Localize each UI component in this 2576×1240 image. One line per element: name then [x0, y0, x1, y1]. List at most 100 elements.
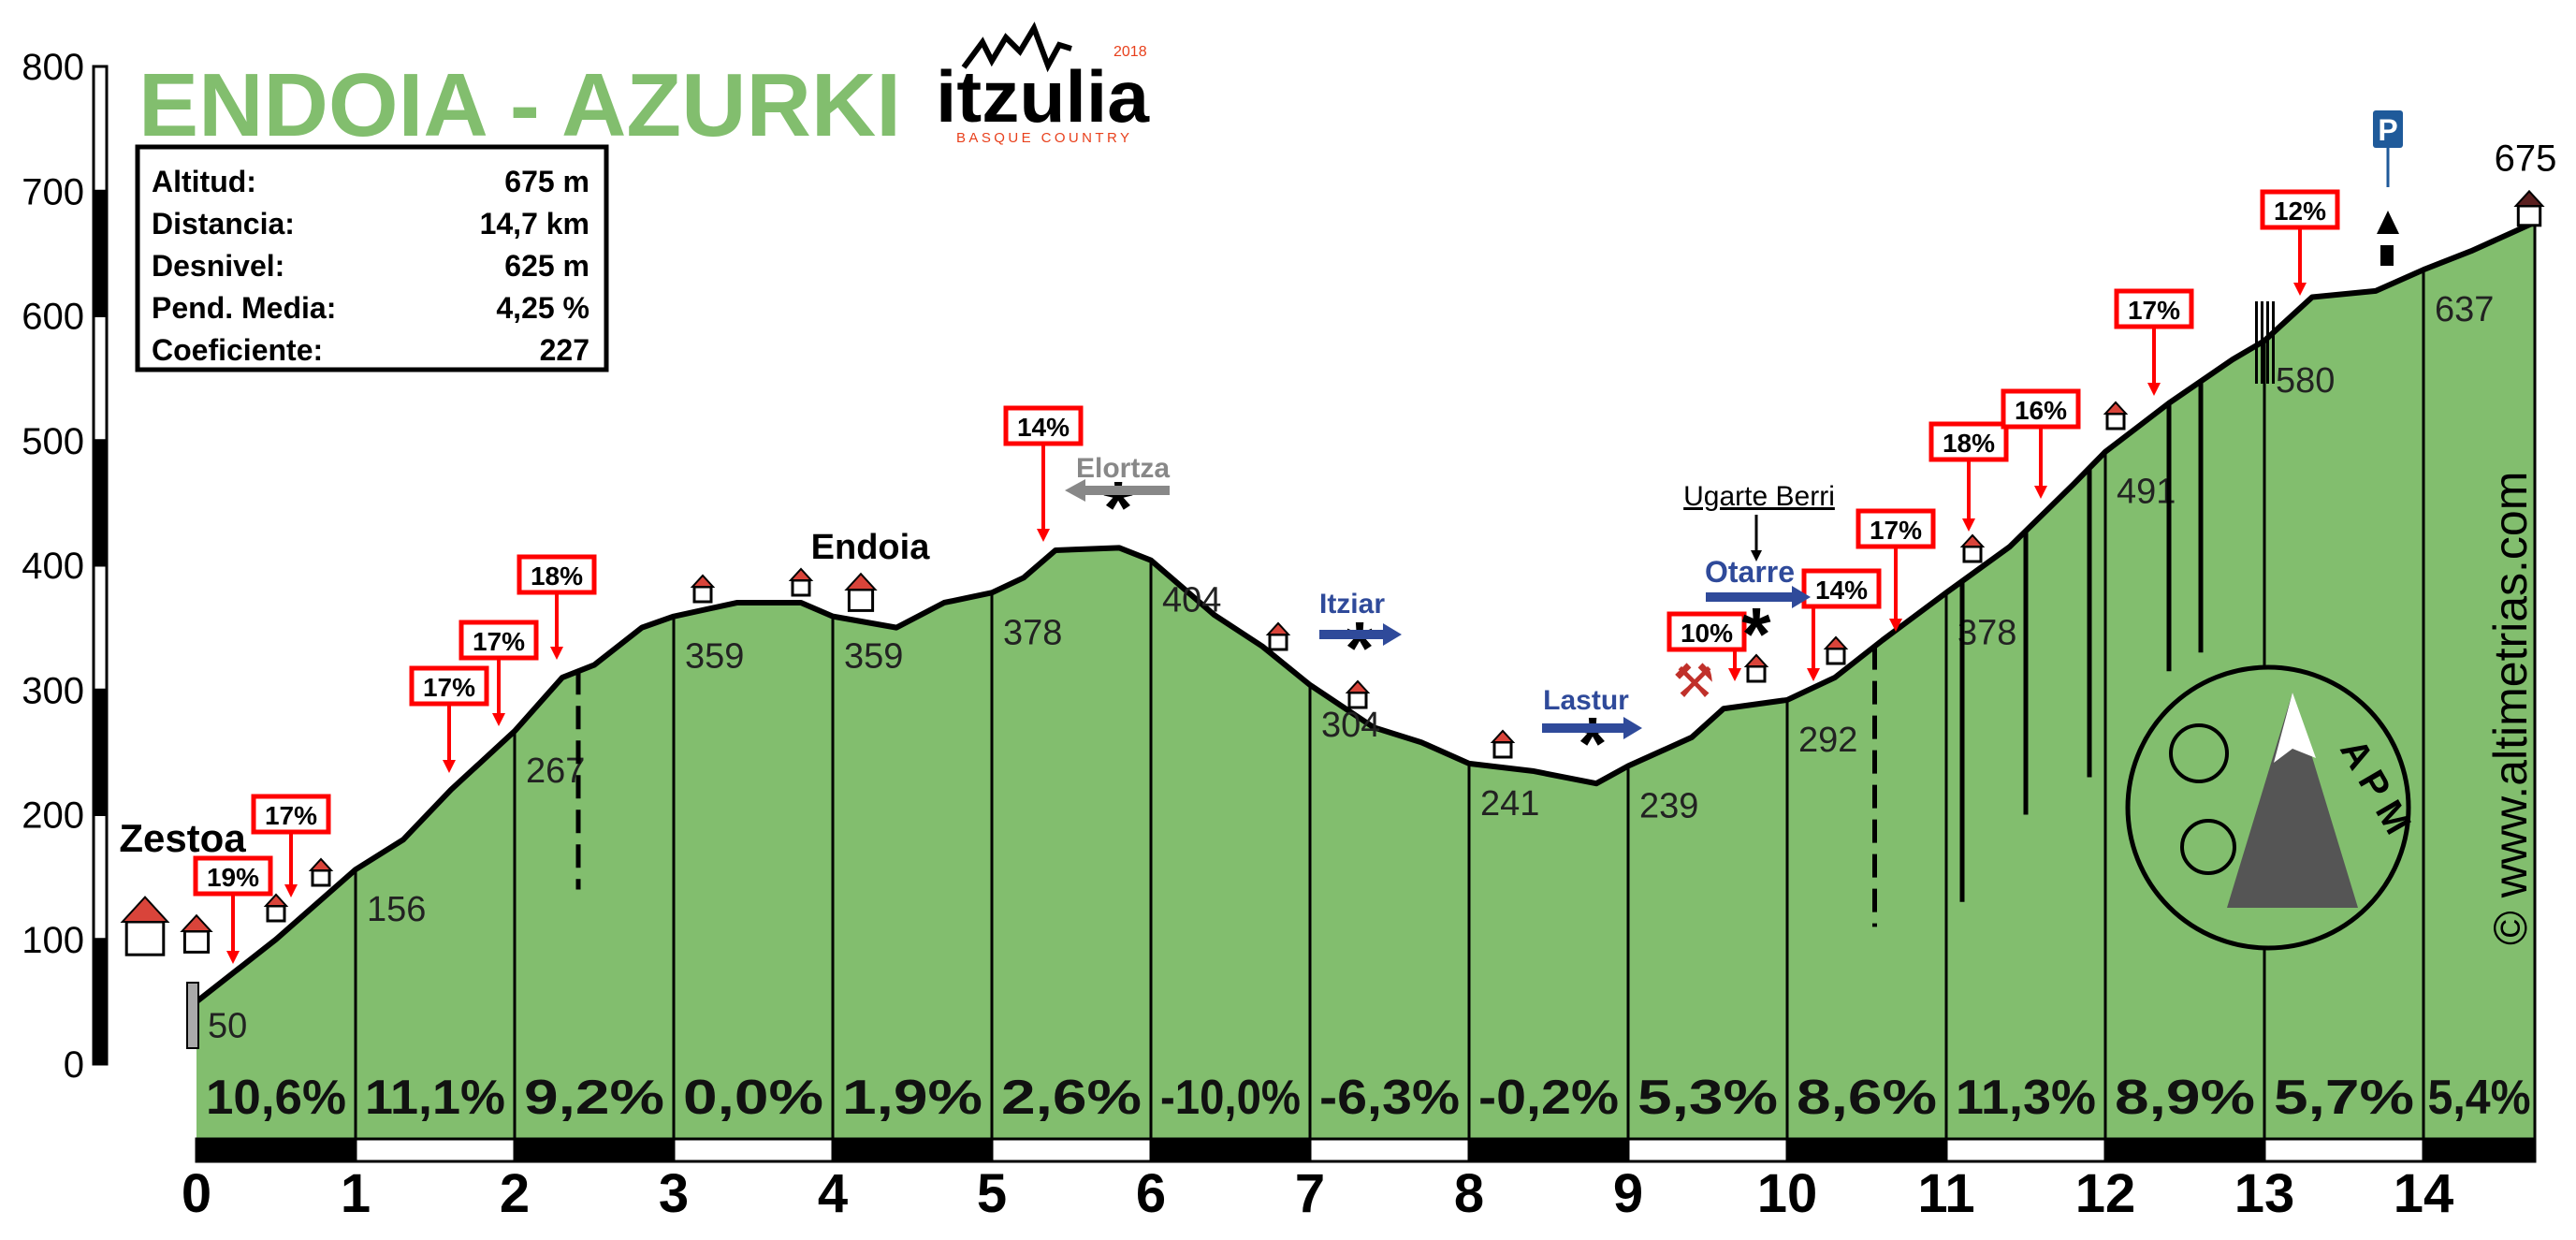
house-icon-roof	[1743, 653, 1769, 667]
place-itziar: Itziar	[1319, 589, 1385, 620]
place-elortza: Elortza	[1076, 453, 1170, 484]
arrow-right-icon	[1706, 586, 1811, 608]
place-lastur: Lastur	[1543, 685, 1629, 716]
logo-wordmark: itzulia	[936, 55, 1150, 138]
segment-gradient-label: -0,2%	[1478, 1071, 1619, 1125]
chart-title: ENDOIA - AZURKI	[138, 55, 901, 155]
y-tick-label: 100	[22, 920, 84, 961]
km-bar: 0 1 2 3 4 5 6 7 8 9 10 11 12 13 14	[182, 1137, 2537, 1224]
profile-area: 50 156 267 359 359 378 404 304 241 239 292 378 491 58…	[195, 139, 2556, 1139]
start-marker-icon	[186, 982, 199, 1049]
x-tick-label: 10	[1757, 1163, 1818, 1224]
segment-gradient-label: 8,9%	[2115, 1071, 2255, 1125]
km-altitude-label: 637	[2435, 290, 2494, 329]
gradient-box	[1003, 405, 1084, 446]
mountain-logo-icon	[961, 22, 1072, 73]
viewpoint-asterisk-icon: *	[1345, 606, 1375, 690]
house-icon	[791, 578, 811, 597]
segment-gradient-label: 5,7%	[2274, 1071, 2414, 1125]
bicycle-icon	[2169, 723, 2229, 783]
x-tick-label: 7	[1295, 1163, 1325, 1224]
gradient-box	[1801, 568, 1882, 609]
gradient-box	[1666, 611, 1747, 652]
segment-gradient-label: 8,6%	[1797, 1071, 1937, 1125]
km-altitude-label: 50	[208, 1006, 247, 1045]
stat-value: 14,7 km	[480, 207, 589, 241]
house-icon	[1962, 545, 1983, 563]
gradient-box	[2001, 388, 2081, 430]
viewpoint-asterisk-icon: *	[1103, 466, 1133, 549]
house-icon	[1268, 633, 1288, 651]
town-icon-roof	[180, 913, 213, 932]
gradient-box-label: 16%	[2015, 396, 2067, 425]
stats-box: Altitud: 675 m Distancia: 14,7 km Desnivel: 6…	[135, 144, 609, 372]
house-icon-roof	[308, 857, 334, 871]
house-icon	[266, 904, 286, 923]
gradient-box-label: 12%	[2274, 197, 2326, 226]
y-axis-segment	[92, 439, 109, 567]
km-bar-segment	[1467, 1137, 1630, 1163]
km-altitude-label: 267	[526, 751, 585, 791]
km-altitude-label: 292	[1798, 721, 1857, 760]
monument-icon	[2380, 245, 2394, 266]
km-bar-segment	[2103, 1137, 2266, 1163]
km-altitude-label: 378	[1957, 613, 2016, 652]
stat-label: Distancia:	[152, 207, 295, 241]
arrow-head-icon	[1728, 668, 1741, 681]
tree-icon	[2377, 211, 2399, 234]
village-icon-roof	[844, 572, 878, 591]
house-icon-roof	[690, 574, 716, 588]
house-icon-roof	[788, 567, 814, 581]
arrow-down-icon	[1751, 550, 1762, 562]
arrow-right-icon	[1319, 623, 1402, 646]
y-tick-label: 500	[22, 421, 84, 462]
arrow-head-icon	[1889, 619, 1902, 632]
segment-gradient-label: -6,3%	[1319, 1071, 1460, 1125]
arrow-head-icon	[284, 884, 298, 897]
place-endoia: Endoia	[811, 528, 931, 567]
x-tick-label: 14	[2394, 1163, 2454, 1224]
arrow-head-icon	[550, 647, 563, 660]
segment-gradient-label: 9,2%	[524, 1071, 664, 1125]
x-tick-label: 2	[500, 1163, 530, 1224]
gradient-box-label: 17%	[423, 673, 475, 702]
y-axis-segment	[92, 688, 109, 816]
km-bar-segment	[990, 1137, 1153, 1163]
km-altitude-label: 404	[1162, 581, 1221, 620]
km-bar-segment	[1785, 1137, 1948, 1163]
house-icon-roof	[2103, 401, 2129, 415]
km-altitude-label: 239	[1639, 787, 1698, 826]
parking-label: P	[2378, 113, 2397, 147]
arrow-head-icon	[226, 951, 240, 964]
gradient-box	[193, 855, 273, 897]
arrow-left-icon	[1065, 479, 1170, 502]
y-axis-segment	[92, 813, 109, 941]
gradient-box-label: 17%	[1870, 516, 1922, 545]
segment-gradient-label: -10,0%	[1160, 1071, 1301, 1125]
house-icon-roof	[1959, 533, 1986, 547]
house-icon-roof	[1823, 635, 1849, 649]
gradient-box-label: 19%	[207, 863, 259, 892]
village-icon	[847, 588, 875, 612]
town-icon	[182, 929, 211, 954]
house-icon	[1826, 647, 1846, 665]
logo-year: 2018	[1113, 44, 1147, 60]
km-altitude-label: 359	[685, 637, 744, 677]
gradient-box-label: 10%	[1681, 619, 1733, 648]
km-altitude-label: 156	[367, 890, 426, 929]
annotations: 19% 17% 17% 17% 18% 14% 10% 14% 17% 18% 16% 17% 12% *…	[119, 110, 2545, 1049]
km-bar-segment	[672, 1137, 835, 1163]
y-tick-label: 300	[22, 670, 84, 711]
mine-pickaxe-icon: ⚒	[1673, 655, 1715, 708]
y-axis-segment	[92, 938, 109, 1066]
km-bar-segment	[513, 1137, 676, 1163]
profile-line	[195, 219, 2537, 1004]
km-altitude-label: 491	[2117, 473, 2176, 512]
gradient-box-label: 18%	[1943, 429, 1995, 458]
x-tick-label: 12	[2075, 1163, 2136, 1224]
km-bar-segment	[2263, 1137, 2425, 1163]
x-tick-label: 9	[1613, 1163, 1643, 1224]
x-tick-label: 0	[182, 1163, 211, 1224]
town-icon	[124, 920, 166, 956]
x-tick-label: 4	[818, 1163, 848, 1224]
